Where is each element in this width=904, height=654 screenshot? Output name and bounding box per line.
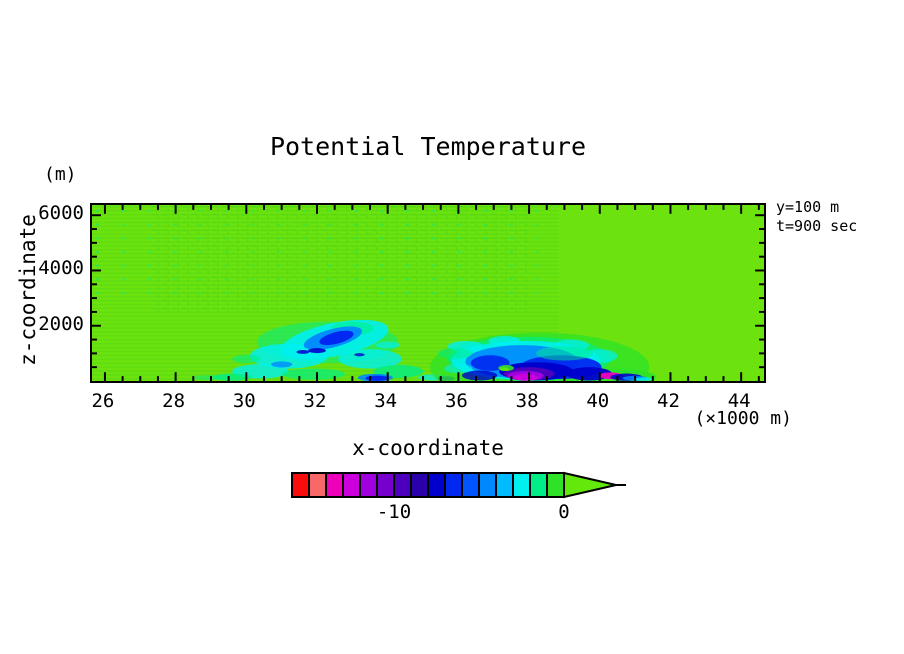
cold-pool-blobs xyxy=(193,319,657,381)
colorbar-cell xyxy=(342,472,361,498)
contour-blob xyxy=(365,375,389,381)
colorbar-cells xyxy=(291,472,565,498)
contour-blob xyxy=(271,361,293,368)
contour-blob xyxy=(437,347,473,359)
x-tick-label: 30 xyxy=(232,390,256,412)
contour-blob xyxy=(193,375,222,381)
contour-blob xyxy=(375,341,401,349)
contour-blob xyxy=(354,353,365,357)
contour-blob xyxy=(512,374,539,381)
x-tick-label: 32 xyxy=(303,390,327,412)
y-tick-label: 6000 xyxy=(38,202,84,225)
contour-blob xyxy=(308,348,326,354)
speckle-texture xyxy=(92,205,550,303)
contour-blob xyxy=(488,335,521,346)
colorbar-cell xyxy=(291,472,310,498)
x-tick-label: 40 xyxy=(586,390,610,412)
x-tick-label: 36 xyxy=(444,390,468,412)
plot-area xyxy=(90,203,766,383)
colorbar-cell xyxy=(444,472,463,498)
contour-blob xyxy=(232,354,261,364)
slice-annotation: y=100 m t=900 sec xyxy=(776,198,857,236)
annotation-time: t=900 sec xyxy=(776,217,858,235)
colorbar-cell xyxy=(461,472,480,498)
contour-blob xyxy=(212,373,252,381)
contour-blob xyxy=(444,363,473,374)
colorbar-cell xyxy=(512,472,531,498)
colorbar-cell xyxy=(359,472,378,498)
y-tick-label: 2000 xyxy=(38,312,84,335)
colorbar-cell xyxy=(393,472,412,498)
contour-blob xyxy=(319,330,354,346)
contour-blob xyxy=(296,350,310,354)
colorbar-tick-label: 0 xyxy=(558,501,570,523)
contour-blob xyxy=(338,349,402,369)
colorbar-cell xyxy=(410,472,429,498)
contour-blob xyxy=(536,346,593,361)
x-tick-label: 34 xyxy=(374,390,398,412)
x-tick-label: 28 xyxy=(162,390,186,412)
colorbar-cell xyxy=(495,472,514,498)
x-axis-units-label: (×1000 m) xyxy=(694,408,792,429)
colorbar-cell xyxy=(325,472,344,498)
contour-blob xyxy=(633,377,655,381)
contour-blob xyxy=(461,370,498,381)
x-axis-label: x-coordinate xyxy=(352,436,504,460)
colorbar-cell xyxy=(478,472,497,498)
colorbar-cell xyxy=(376,472,395,498)
colorbar-cell xyxy=(308,472,327,498)
y-tick-label: 4000 xyxy=(38,257,84,280)
colorbar-cell xyxy=(427,472,446,498)
contour-blob xyxy=(249,343,328,369)
colorbar-cell xyxy=(546,472,565,498)
colorbar xyxy=(291,471,626,499)
colorbar-tick-label: -10 xyxy=(376,501,412,523)
colorbar-cell xyxy=(529,472,548,498)
annotation-y-slice: y=100 m xyxy=(776,198,840,216)
x-tick-label: 42 xyxy=(657,390,680,412)
y-axis-units-label: (m) xyxy=(44,164,77,185)
contour-blob xyxy=(281,368,346,380)
x-tick-label: 38 xyxy=(515,390,539,412)
colorbar-arrow xyxy=(563,471,617,499)
contour-field xyxy=(92,205,764,381)
axis-ticks xyxy=(92,205,764,381)
plot-title: Potential Temperature xyxy=(269,132,587,161)
x-tick-label: 26 xyxy=(91,390,115,412)
contour-blob xyxy=(499,367,509,372)
x-tick-label: 44 xyxy=(727,390,751,412)
